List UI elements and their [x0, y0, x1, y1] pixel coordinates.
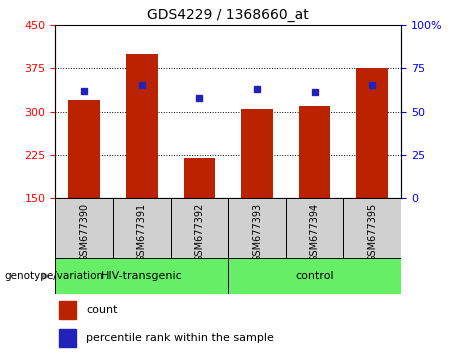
Bar	[228, 258, 401, 294]
Text: GSM677394: GSM677394	[310, 203, 319, 262]
Text: GSM677392: GSM677392	[195, 203, 204, 262]
Bar	[356, 68, 388, 198]
Bar	[343, 198, 401, 258]
Bar	[228, 198, 286, 258]
Text: HIV-transgenic: HIV-transgenic	[101, 271, 183, 281]
Text: GSM677395: GSM677395	[367, 203, 377, 262]
Bar	[68, 100, 100, 198]
Bar	[59, 329, 76, 347]
Bar	[113, 198, 171, 258]
Text: GSM677391: GSM677391	[137, 203, 147, 262]
Title: GDS4229 / 1368660_at: GDS4229 / 1368660_at	[148, 8, 309, 22]
Text: percentile rank within the sample: percentile rank within the sample	[87, 333, 274, 343]
Bar	[55, 198, 113, 258]
Bar	[59, 301, 76, 319]
Text: count: count	[87, 305, 118, 315]
Bar	[126, 54, 158, 198]
Bar	[171, 198, 228, 258]
Text: GSM677390: GSM677390	[79, 203, 89, 262]
Text: GSM677393: GSM677393	[252, 203, 262, 262]
Bar	[299, 106, 331, 198]
Bar	[241, 109, 273, 198]
Bar	[55, 258, 228, 294]
Text: genotype/variation: genotype/variation	[5, 271, 104, 281]
Bar	[183, 158, 215, 198]
Bar	[286, 198, 343, 258]
Text: control: control	[296, 271, 334, 281]
